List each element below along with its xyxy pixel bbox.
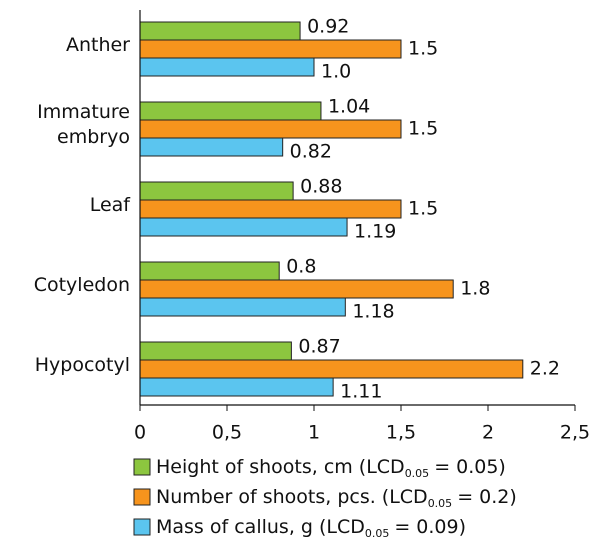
legend-lcd-close: ) xyxy=(459,516,466,538)
x-tick-label: 0 xyxy=(134,422,146,444)
category-label: Cotyledon xyxy=(33,273,130,296)
bar xyxy=(139,101,322,121)
legend-swatch xyxy=(133,458,151,476)
value-label: 0.92 xyxy=(307,16,349,38)
legend-entry: Mass of callus, g (LCD0.05 = 0.09) xyxy=(156,516,466,541)
x-tick-label: 2 xyxy=(482,422,494,444)
bar xyxy=(139,377,334,397)
value-label: 1.19 xyxy=(354,221,396,243)
bar xyxy=(139,119,402,139)
bar xyxy=(139,181,294,201)
value-label: 1.11 xyxy=(340,381,382,403)
legend-swatch xyxy=(133,488,151,506)
legend-lcd-close: ) xyxy=(498,456,505,478)
bar xyxy=(139,21,301,41)
legend-lcd-close: ) xyxy=(509,486,516,508)
value-label: 1.04 xyxy=(328,96,370,118)
bar xyxy=(139,297,346,317)
legend-name: Height of shoots, cm xyxy=(156,456,353,478)
category-label: Hypocotyl xyxy=(34,353,130,376)
legend-lcd-value: 0.2 xyxy=(479,486,509,508)
legend-lcd-prefix: (LCD xyxy=(319,516,365,538)
bar xyxy=(139,359,524,379)
bar xyxy=(139,279,454,299)
x-tick-label: 1 xyxy=(308,422,320,444)
value-label: 0.88 xyxy=(300,176,342,198)
value-label: 0.87 xyxy=(298,336,340,358)
value-label: 1.8 xyxy=(460,278,490,300)
x-tick-label: 1,5 xyxy=(386,422,416,444)
value-label: 2.2 xyxy=(530,358,560,380)
bar xyxy=(139,57,315,77)
value-label: 0.82 xyxy=(290,141,332,163)
category-label: Anther xyxy=(65,33,130,56)
legend-lcd-equals: = xyxy=(434,456,450,478)
value-label: 1.5 xyxy=(408,38,438,60)
legend-swatch xyxy=(133,518,151,536)
value-label: 0.8 xyxy=(286,256,316,278)
legend-name: Mass of callus, g xyxy=(156,516,313,538)
bar xyxy=(139,261,280,281)
legend-entry: Height of shoots, cm (LCD0.05 = 0.05) xyxy=(156,456,506,481)
x-tick-label: 2,5 xyxy=(560,422,590,444)
legend-lcd-equals: = xyxy=(394,516,410,538)
bar xyxy=(139,199,402,219)
legend-lcd-equals: = xyxy=(457,486,473,508)
legend-lcd-sub: 0.05 xyxy=(428,497,453,510)
bar xyxy=(139,39,402,59)
legend-lcd-prefix: (LCD xyxy=(359,456,405,478)
legend-lcd-prefix: (LCD xyxy=(382,486,428,508)
legend-lcd-value: 0.05 xyxy=(456,456,498,478)
bar xyxy=(139,217,348,237)
bar xyxy=(139,137,284,157)
bar xyxy=(139,341,292,361)
legend-lcd-value: 0.09 xyxy=(416,516,458,538)
legend-name: Number of shoots, pcs. xyxy=(156,486,376,508)
category-label: Immature embryo xyxy=(37,101,130,148)
x-tick-label: 0,5 xyxy=(212,422,242,444)
value-label: 1.5 xyxy=(408,198,438,220)
value-label: 1.18 xyxy=(352,301,394,323)
legend-entry: Number of shoots, pcs. (LCD0.05 = 0.2) xyxy=(156,486,517,511)
legend-lcd-sub: 0.05 xyxy=(365,527,390,540)
legend-lcd-sub: 0.05 xyxy=(405,467,430,480)
category-label: Leaf xyxy=(89,193,130,216)
value-label: 1.5 xyxy=(408,118,438,140)
value-label: 1.0 xyxy=(321,61,351,83)
